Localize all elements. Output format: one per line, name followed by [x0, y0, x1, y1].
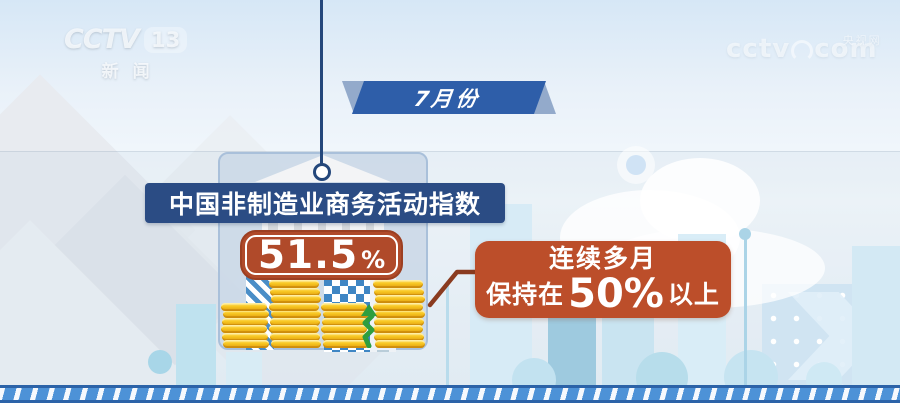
coin-stack — [373, 280, 425, 348]
cctv-logo-text: CCTV — [64, 24, 140, 55]
callout-box: 连续多月 保持在 50% 以上 — [475, 241, 731, 318]
horizon-line — [0, 151, 900, 152]
watermark-com: com — [814, 34, 878, 64]
callout-line1: 连续多月 — [548, 243, 657, 273]
coin — [375, 310, 425, 318]
coin — [373, 325, 423, 333]
coin — [222, 332, 268, 341]
callout-leader-line — [427, 269, 481, 308]
cctv13-logo: CCTV 13 新闻 — [64, 24, 188, 82]
coin — [270, 287, 320, 296]
coin — [221, 302, 267, 311]
coin — [374, 317, 424, 326]
channel-number: 13 — [143, 26, 188, 53]
coin-stack — [221, 302, 269, 348]
coin — [322, 317, 368, 326]
tree-top — [739, 228, 751, 240]
coin — [222, 317, 268, 326]
coin — [321, 302, 367, 311]
tree — [148, 350, 172, 374]
coin — [269, 325, 319, 333]
channel-subtitle: 新闻 — [101, 62, 164, 82]
lamp-pole — [446, 282, 449, 385]
coin — [323, 310, 369, 318]
coin — [271, 295, 321, 303]
building — [176, 304, 216, 385]
callout-prefix: 保持在 — [486, 279, 565, 309]
watermark-site: cctv — [726, 34, 791, 64]
hazard-stripe-band — [0, 385, 900, 403]
coin — [373, 280, 423, 288]
coin — [374, 287, 424, 296]
pointer-dot — [313, 163, 331, 181]
callout-value: 50% — [568, 271, 664, 318]
coin — [270, 332, 320, 341]
month-banner: 7月份 — [341, 81, 557, 114]
coin — [269, 280, 319, 288]
coin — [321, 325, 367, 333]
callout-line2: 保持在 50% 以上 — [486, 274, 720, 314]
coin-stack — [269, 280, 321, 348]
index-value-box: 51.5 % — [240, 230, 403, 280]
coin — [223, 310, 269, 318]
cctv-com-watermark: 央视网 cctv com — [726, 34, 880, 64]
tree-pole — [744, 238, 747, 385]
coin — [221, 325, 267, 333]
growth-arrow-icon — [361, 304, 377, 348]
coin — [322, 332, 368, 341]
banner-label: 7月份 — [351, 81, 547, 114]
pointer-line — [320, 0, 323, 165]
coin — [375, 295, 425, 303]
coin — [373, 302, 423, 311]
coin-stack — [321, 302, 369, 348]
watermark-swoosh-icon — [791, 40, 814, 62]
building — [226, 352, 262, 385]
sky-dot — [626, 155, 646, 175]
building — [852, 246, 900, 385]
coin — [270, 317, 320, 326]
watermark-cn: 央视网 — [842, 34, 882, 47]
callout-suffix: 以上 — [667, 279, 720, 309]
coin — [271, 310, 321, 318]
coin — [269, 302, 319, 311]
index-unit: % — [361, 246, 386, 274]
coin — [374, 332, 424, 341]
coin — [223, 340, 269, 348]
coin — [271, 340, 321, 348]
index-value: 51.5 — [257, 232, 359, 278]
coin — [323, 340, 369, 348]
index-title-bar: 中国非制造业商务活动指数 — [145, 183, 505, 223]
coin — [375, 340, 425, 348]
